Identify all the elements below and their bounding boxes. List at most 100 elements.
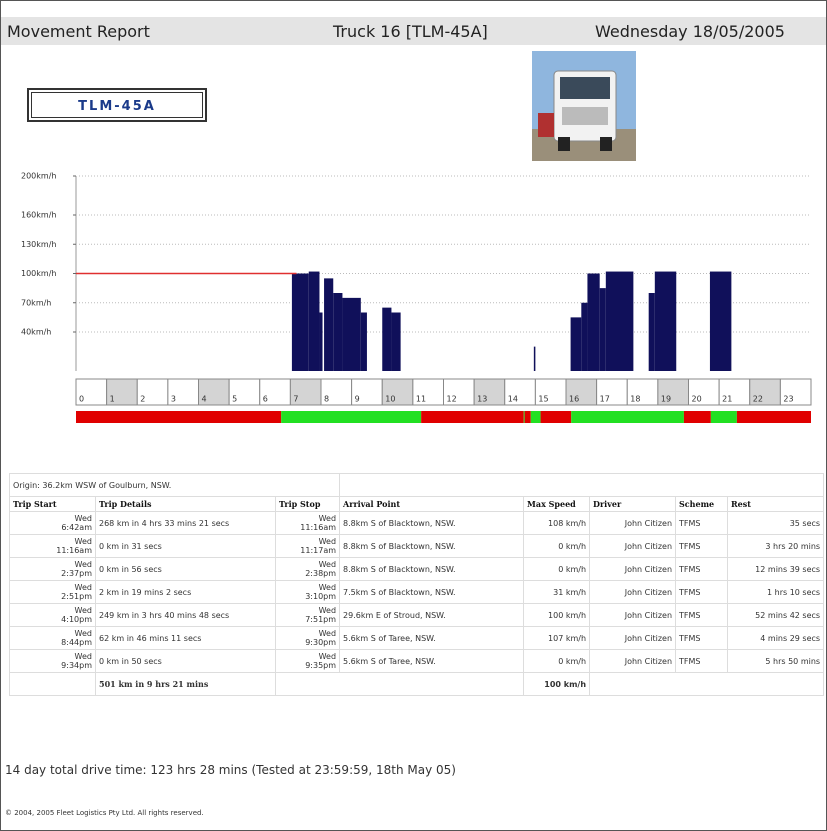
- truck-photo: [532, 51, 636, 161]
- time: 11:17am: [279, 546, 336, 555]
- status-segment: [525, 411, 531, 423]
- speed-bar: [342, 298, 360, 371]
- day: Wed: [13, 560, 92, 569]
- x-tick-label: 13: [477, 395, 487, 404]
- empty-cell: [276, 673, 524, 696]
- scheme: TFMS: [676, 650, 728, 673]
- y-tick-label: 160km/h: [21, 211, 56, 220]
- speed-bar: [361, 313, 367, 372]
- status-segment: [541, 411, 572, 423]
- total-max-speed: 100 km/h: [524, 673, 590, 696]
- day: Wed: [13, 583, 92, 592]
- column-header: Max Speed: [524, 497, 590, 512]
- x-tick-label: 9: [355, 395, 360, 404]
- rest: 12 mins 39 secs: [728, 558, 824, 581]
- x-tick-label: 10: [385, 395, 395, 404]
- max-speed: 0 km/h: [524, 558, 590, 581]
- x-tick-label: 15: [538, 395, 548, 404]
- x-tick-label: 14: [508, 395, 518, 404]
- speed-bar: [710, 272, 731, 371]
- trip-table: Origin: 36.2km WSW of Goulburn, NSW.Trip…: [9, 473, 824, 696]
- max-speed: 108 km/h: [524, 512, 590, 535]
- max-speed: 100 km/h: [524, 604, 590, 627]
- x-tick-label: 16: [569, 395, 579, 404]
- max-speed: 107 km/h: [524, 627, 590, 650]
- y-tick-label: 130km/h: [21, 240, 56, 249]
- origin: Origin: 36.2km WSW of Goulburn, NSW.: [10, 474, 340, 497]
- status-segment: [571, 411, 684, 423]
- speed-bar: [600, 288, 606, 371]
- rest: 5 hrs 50 mins: [728, 650, 824, 673]
- time-cell: Wed7:51pm: [276, 604, 340, 627]
- speed-bar: [324, 278, 333, 371]
- status-segment: [524, 411, 525, 423]
- day: Wed: [279, 514, 336, 523]
- page: Movement Report Truck 16 [TLM-45A] Wedne…: [0, 0, 827, 831]
- time: 8:44pm: [13, 638, 92, 647]
- speed-bar: [309, 272, 320, 371]
- day: Wed: [13, 514, 92, 523]
- arrival-point: 5.6km S of Taree, NSW.: [340, 627, 524, 650]
- scheme: TFMS: [676, 512, 728, 535]
- max-speed: 31 km/h: [524, 581, 590, 604]
- status-segment: [76, 411, 281, 423]
- y-tick-label: 100km/h: [21, 269, 56, 278]
- arrival-point: 8.8km S of Blacktown, NSW.: [340, 558, 524, 581]
- status-segment: [711, 411, 737, 423]
- x-tick-label: 8: [324, 395, 329, 404]
- speed-bar: [587, 274, 599, 372]
- x-tick-label: 5: [232, 395, 237, 404]
- trip-details: 0 km in 31 secs: [96, 535, 276, 558]
- day: Wed: [13, 652, 92, 661]
- y-tick-label: 200km/h: [21, 172, 56, 181]
- x-tick-label: 18: [630, 395, 640, 404]
- number-plate: TLM-45A: [27, 88, 207, 122]
- arrival-point: 8.8km S of Blacktown, NSW.: [340, 512, 524, 535]
- day: Wed: [279, 560, 336, 569]
- x-tick-label: 12: [447, 395, 457, 404]
- time: 9:35pm: [279, 661, 336, 670]
- speed-bar: [606, 272, 634, 371]
- rest: 4 mins 29 secs: [728, 627, 824, 650]
- scheme: TFMS: [676, 581, 728, 604]
- total-row: 501 km in 9 hrs 21 mins 100 km/h: [10, 673, 824, 696]
- x-tick-label: 21: [722, 395, 732, 404]
- trip-details: 62 km in 46 mins 11 secs: [96, 627, 276, 650]
- time: 11:16am: [13, 546, 92, 555]
- x-tick-label: 7: [293, 395, 298, 404]
- speed-bar: [382, 308, 391, 371]
- x-tick-label: 2: [140, 395, 145, 404]
- status-segment: [421, 411, 524, 423]
- copyright: © 2004, 2005 Fleet Logistics Pty Ltd. Al…: [5, 809, 204, 817]
- driver: John Citizen: [590, 650, 676, 673]
- day: Wed: [279, 606, 336, 615]
- driver: John Citizen: [590, 535, 676, 558]
- x-tick-label: 11: [416, 395, 426, 404]
- trip-row: Wed 4:10pm 249 km in 3 hrs 40 mins 48 secs…: [10, 604, 824, 627]
- total-details: 501 km in 9 hrs 21 mins: [96, 673, 276, 696]
- time: 4:10pm: [13, 615, 92, 624]
- trip-details: 249 km in 3 hrs 40 mins 48 secs: [96, 604, 276, 627]
- column-header: Trip Start: [10, 497, 96, 512]
- day: Wed: [279, 629, 336, 638]
- speed-bar: [333, 293, 342, 371]
- x-tick-label: 19: [661, 395, 671, 404]
- time: 11:16am: [279, 523, 336, 532]
- x-tick-label: 1: [110, 395, 115, 404]
- status-segment: [737, 411, 811, 423]
- day: Wed: [279, 537, 336, 546]
- column-header: Driver: [590, 497, 676, 512]
- arrival-point: 5.6km S of Taree, NSW.: [340, 650, 524, 673]
- time-cell: Wed2:51pm: [10, 581, 96, 604]
- speed-chart: 40km/h70km/h100km/h130km/h160km/h200km/h…: [1, 161, 826, 431]
- summary: 14 day total drive time: 123 hrs 28 mins…: [5, 763, 456, 777]
- trip-row: Wed9:34pm0 km in 50 secsWed9:35pm5.6km S…: [10, 650, 824, 673]
- time: 7:51pm: [279, 615, 336, 624]
- x-tick-label: 22: [753, 395, 763, 404]
- time-cell: Wed8:44pm: [10, 627, 96, 650]
- driver: John Citizen: [590, 604, 676, 627]
